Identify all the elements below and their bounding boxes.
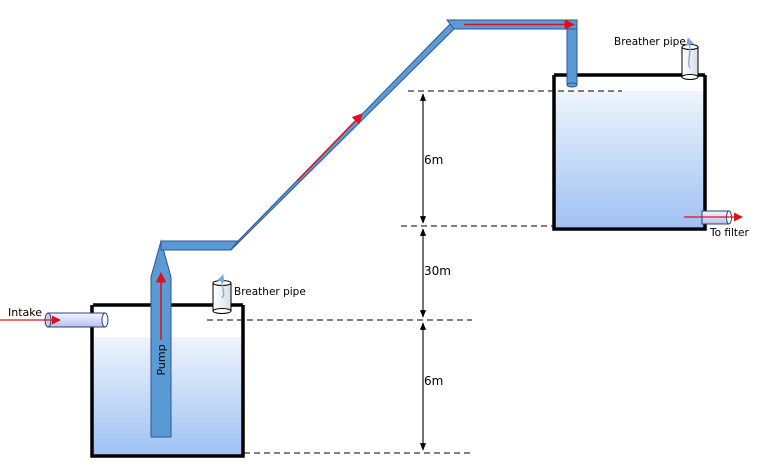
lower-tank-wall: [90, 305, 245, 458]
upper-tank-water: [555, 91, 704, 227]
dim-label-lower: 6m: [424, 374, 443, 388]
to-filter-label: To filter: [709, 227, 749, 239]
upper-tank: [552, 73, 707, 231]
intake-pipe: Intake: [0, 306, 109, 328]
pipe-drop: [566, 28, 578, 85]
lower-breather-label: Breather pipe: [234, 286, 306, 298]
intake-pipe-mouth: [101, 312, 109, 328]
pipe-outlet: [566, 82, 578, 88]
outlet-pipe: To filter: [684, 210, 749, 239]
pump-label: Pump: [155, 344, 168, 375]
lower-breather-arrow: [217, 274, 225, 299]
upper-breather-bottom: [681, 74, 699, 80]
lower-breather-bottom: [212, 308, 232, 314]
delivery-pipe: [160, 18, 578, 251]
pump: Pump: [150, 239, 172, 438]
upper-breather: Breather pipe: [614, 36, 699, 80]
upper-breather-arrow: [686, 37, 694, 69]
level-lines: [207, 90, 622, 454]
dim-label-middle: 30m: [424, 264, 451, 278]
upper-breather-label: Breather pipe: [614, 36, 686, 48]
intake-label: Intake: [8, 306, 42, 319]
diagonal-flow-arrow: [296, 113, 363, 182]
dim-label-upper: 6m: [424, 153, 443, 167]
lower-breather: Breather pipe: [212, 274, 306, 314]
pipe-horizontal-low: [160, 240, 240, 251]
upper-tank-wall: [552, 75, 707, 231]
